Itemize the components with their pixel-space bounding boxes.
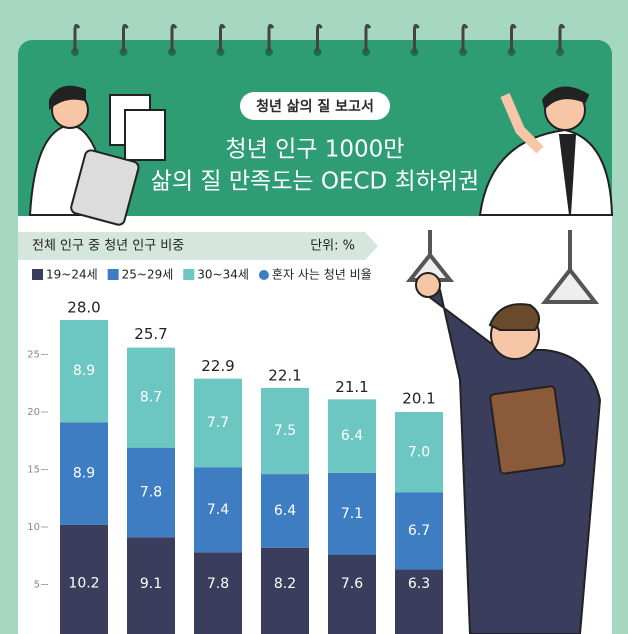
value-label: 8.9 — [73, 363, 95, 379]
total-label: 22.1 — [268, 366, 301, 384]
ring — [413, 23, 420, 52]
value-label: 6.7 — [408, 523, 430, 539]
illustration-right — [478, 86, 614, 216]
y-tick-label: 20 — [27, 407, 40, 418]
bar-segment — [60, 422, 108, 525]
value-label: 8.2 — [274, 576, 296, 592]
ring — [364, 23, 372, 52]
y-tick-label: 5 — [34, 580, 40, 591]
bar-segment — [261, 474, 309, 548]
bar-segment — [194, 378, 242, 468]
value-label: 6.4 — [274, 503, 296, 519]
bar-segment — [328, 399, 376, 473]
title-line2: 삶의 질 만족도는 OECD 최하위권 — [151, 169, 479, 195]
total-label: 21.1 — [335, 378, 368, 396]
value-label: 7.1 — [341, 506, 363, 522]
title-line1: 청년 인구 1000만 — [226, 137, 405, 163]
value-label: 7.8 — [140, 485, 162, 501]
total-label: 22.9 — [201, 357, 234, 375]
legend-swatch — [32, 269, 43, 280]
value-label: 6.4 — [341, 428, 363, 444]
badge-text: 청년 삶의 질 보고서 — [256, 98, 374, 115]
illustration-man — [415, 272, 602, 634]
handles — [405, 230, 600, 304]
total-label: 20.1 — [402, 389, 435, 407]
value-label: 7.8 — [207, 576, 229, 592]
unit: 단위: % — [310, 239, 355, 254]
legend-label: 25~29세 — [122, 268, 174, 282]
value-label: 9.1 — [140, 576, 162, 592]
bar-segment — [395, 412, 443, 493]
chart-subtitle: 전체 인구 중 청년 인구 비중 — [32, 239, 184, 254]
bar-segment — [194, 552, 242, 634]
value-label: 7.4 — [207, 502, 229, 518]
bar-segment — [328, 554, 376, 634]
ring — [267, 23, 275, 52]
bar-segment — [328, 472, 376, 555]
value-label: 7.0 — [408, 444, 430, 460]
legend-swatch — [183, 269, 195, 280]
value-label: 7.7 — [207, 415, 229, 431]
legend-swatch — [107, 269, 119, 280]
ring — [170, 23, 178, 52]
bar-segment — [194, 467, 242, 553]
y-tick-label: 25 — [27, 350, 40, 361]
y-tick-label: 15 — [27, 465, 40, 476]
ring — [510, 23, 517, 52]
total-label: 25.7 — [134, 325, 167, 343]
bar-segment — [60, 320, 108, 423]
bar-segment — [60, 524, 108, 634]
plot: 19~24세 25~29세 30~34세 혼자 사는 청년 비율 5 10 15 20 25 10… — [27, 268, 443, 634]
legend-label: 30~34세 — [197, 268, 249, 282]
ring — [461, 23, 469, 52]
ring — [122, 23, 129, 52]
bar-segment — [261, 387, 309, 475]
y-tick-label: 10 — [27, 522, 40, 533]
bar-segment — [127, 347, 175, 448]
bar-segment — [127, 537, 175, 634]
value-label: 10.2 — [68, 575, 99, 591]
bar-segment — [261, 547, 309, 634]
value-label: 6.3 — [408, 576, 430, 592]
header-band — [18, 40, 612, 216]
value-label: 7.5 — [274, 423, 296, 439]
ring — [316, 23, 323, 52]
subtitle-bar — [18, 232, 378, 260]
ring — [219, 23, 226, 52]
bar-segment — [395, 492, 443, 570]
badge — [240, 92, 390, 120]
header-band-edge — [18, 200, 612, 216]
illustration-left — [28, 85, 166, 226]
total-label: 28.0 — [67, 299, 100, 317]
ring — [558, 23, 566, 52]
value-label: 8.7 — [140, 390, 162, 406]
bar-segment — [395, 569, 443, 634]
value-label: 7.6 — [341, 576, 363, 592]
bar-segment — [127, 447, 175, 538]
legend-dot — [258, 270, 269, 280]
ring — [73, 23, 81, 52]
legend-label: 19~24세 — [46, 268, 98, 282]
value-label: 8.9 — [73, 466, 95, 482]
spiral-rings — [71, 23, 566, 56]
legend-label: 혼자 사는 청년 비율 — [272, 268, 372, 282]
